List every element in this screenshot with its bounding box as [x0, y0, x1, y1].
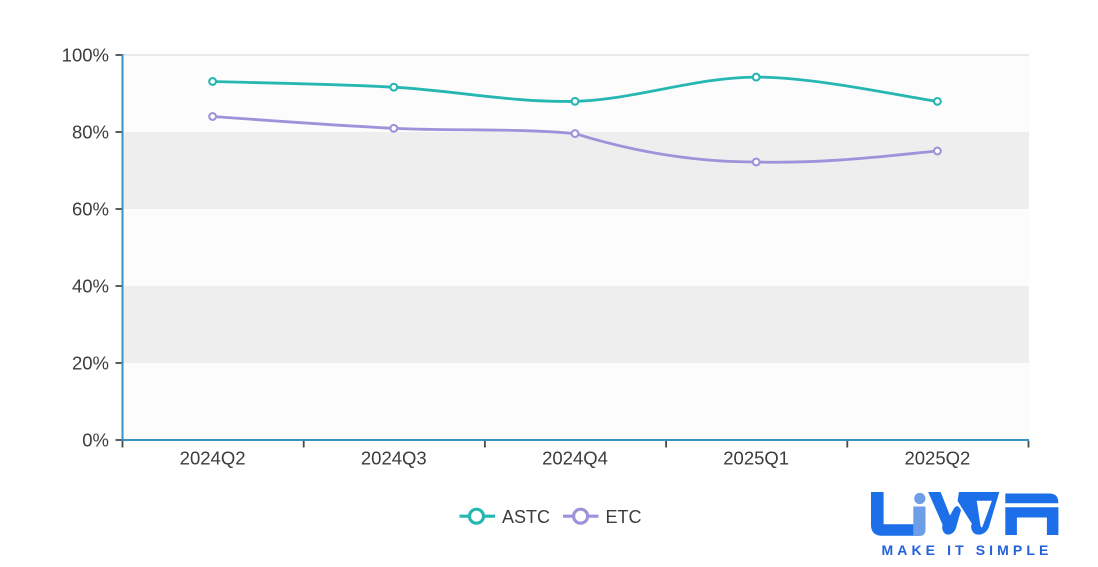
svg-text:2024Q4: 2024Q4: [542, 448, 608, 469]
svg-text:80%: 80%: [72, 122, 109, 143]
svg-text:60%: 60%: [72, 199, 109, 220]
svg-text:MAKE IT SIMPLE: MAKE IT SIMPLE: [882, 542, 1053, 558]
svg-text:2025Q1: 2025Q1: [723, 448, 789, 469]
svg-text:2024Q2: 2024Q2: [180, 448, 246, 469]
svg-text:40%: 40%: [72, 276, 109, 297]
svg-text:ETC: ETC: [606, 507, 642, 527]
svg-text:0%: 0%: [82, 430, 109, 451]
svg-text:ASTC: ASTC: [502, 507, 550, 527]
svg-text:20%: 20%: [72, 353, 109, 374]
svg-text:2025Q2: 2025Q2: [904, 448, 970, 469]
svg-text:2024Q3: 2024Q3: [361, 448, 427, 469]
svg-text:100%: 100%: [62, 45, 109, 66]
